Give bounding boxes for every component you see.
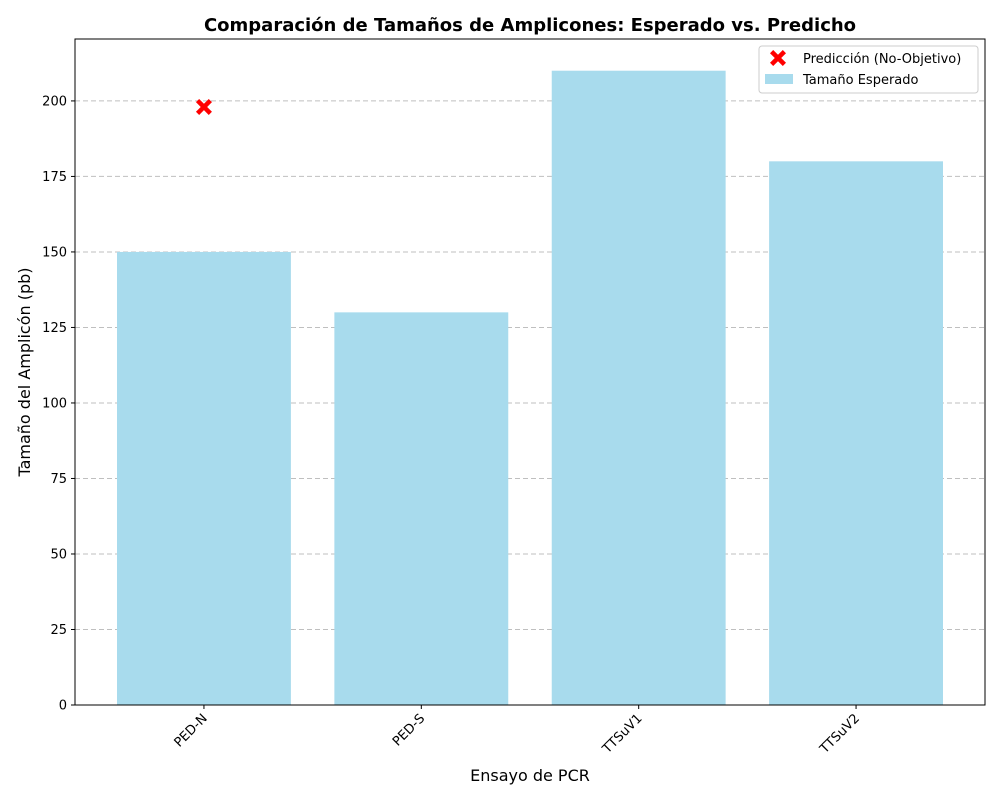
legend-label-prediction: Predicción (No-Objetivo) [803, 52, 961, 67]
bars-layer [117, 70, 943, 705]
x-axis-label: Ensayo de PCR [470, 766, 590, 785]
y-tick-label: 25 [50, 623, 67, 638]
y-axis: 0 25 50 75 100 125 150 175 200 [42, 94, 75, 714]
y-tick-label: 125 [42, 321, 67, 336]
legend: Predicción (No-Objetivo) Tamaño Esperado [758, 45, 979, 94]
x-tick-label: PED-S [390, 711, 428, 749]
markers-layer [195, 98, 212, 115]
x-tick-label: TTSuV2 [817, 711, 863, 757]
legend-frame [758, 45, 979, 94]
y-tick-label: 100 [42, 396, 67, 411]
y-tick-label: 50 [50, 547, 67, 562]
x-axis: PED-N PED-S TTSuV1 TTSuV2 [172, 705, 863, 757]
y-axis-label: Tamaño del Amplicón (pb) [15, 267, 34, 477]
x-tick-label: PED-N [172, 711, 211, 750]
legend-label-expected: Tamaño Esperado [802, 73, 919, 88]
y-tick-label: 75 [50, 472, 67, 487]
x-tick-label: TTSuV1 [599, 711, 645, 757]
plot-frame [74, 38, 986, 706]
bar-ttsuv1 [551, 70, 726, 705]
bar-ped-n [117, 251, 291, 705]
y-tick-label: 200 [42, 94, 67, 109]
legend-swatch-expected [765, 74, 793, 84]
bar-ped-s [334, 312, 509, 705]
y-tick-label: 0 [59, 699, 67, 714]
chart-title: Comparación de Tamaños de Amplicones: Es… [204, 15, 856, 36]
y-tick-label: 175 [42, 170, 67, 185]
y-tick-label: 150 [42, 245, 67, 260]
legend-marker-x [770, 50, 786, 66]
prediction-marker [195, 98, 212, 115]
bar-ttsuv2 [769, 161, 943, 705]
